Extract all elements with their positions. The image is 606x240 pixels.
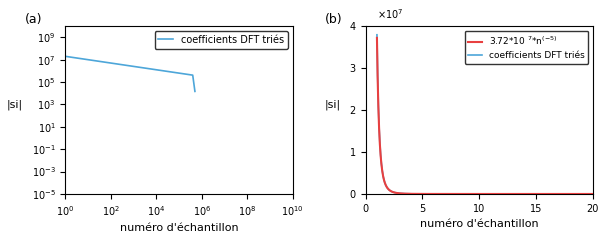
X-axis label: numéro d'échantillon: numéro d'échantillon xyxy=(120,223,238,233)
Text: (a): (a) xyxy=(24,13,42,26)
X-axis label: numéro d'échantillon: numéro d'échantillon xyxy=(420,219,539,229)
Text: $\times10^{7}$: $\times10^{7}$ xyxy=(377,8,404,21)
Legend: coefficients DFT triés: coefficients DFT triés xyxy=(155,31,288,49)
Y-axis label: |si|: |si| xyxy=(325,100,341,110)
Legend: 3.72*10 $^{7}$*n$^{(-5)}$, coefficients DFT triés: 3.72*10 $^{7}$*n$^{(-5)}$, coefficients … xyxy=(465,31,588,64)
Y-axis label: |si|: |si| xyxy=(7,100,23,110)
Text: (b): (b) xyxy=(325,13,342,26)
